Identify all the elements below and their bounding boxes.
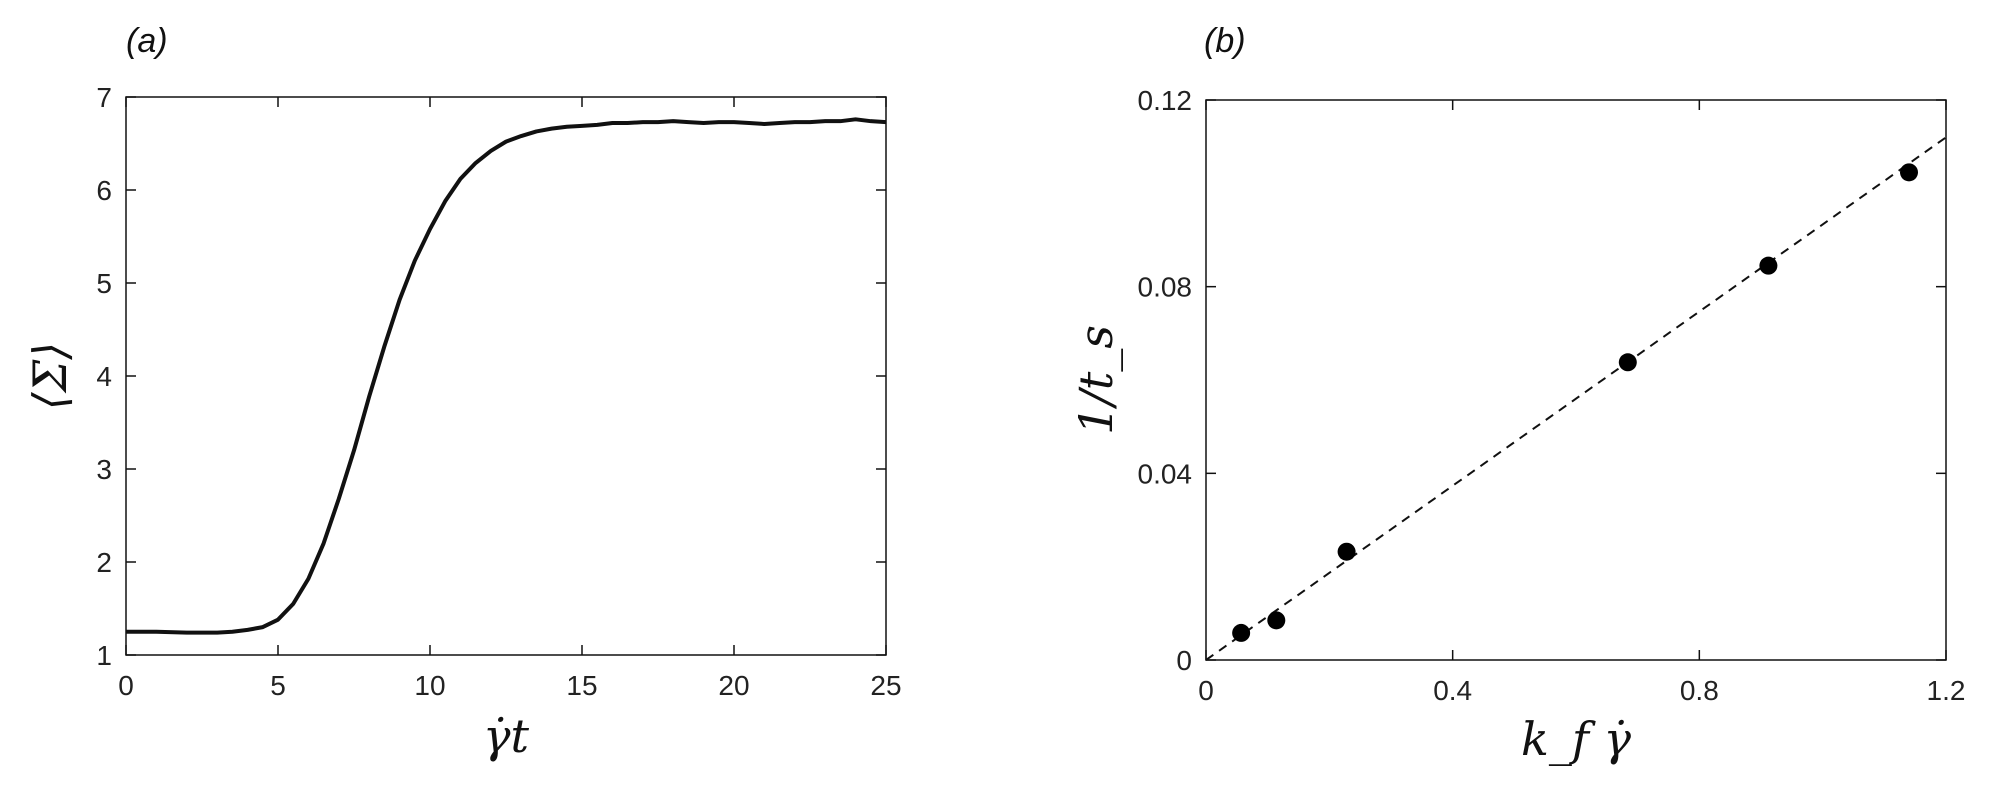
panel-b-fit-line: [1205, 136, 1947, 661]
x-tick-label: 0.8: [1680, 675, 1719, 706]
x-tick-label: 0.4: [1433, 675, 1472, 706]
data-point: [1900, 163, 1918, 182]
panel-b-ticks: [1205, 99, 1947, 661]
y-tick-label: 2: [96, 547, 112, 578]
panel-a-plot-frame: [125, 96, 887, 656]
x-tick-label: 0: [1198, 675, 1214, 706]
data-point: [1232, 623, 1251, 642]
x-tick-label: 5: [270, 670, 286, 701]
x-tick-label: 15: [566, 670, 597, 701]
panel-a-y-tick-labels: 1 2 3 4 5 6 7: [96, 82, 112, 671]
y-tick-label: 0.04: [1138, 458, 1193, 489]
data-point: [1618, 353, 1637, 372]
panel-b: (b) 0 0.4 0.8 1.2 0 0.04 0.08 0.12 k_f γ̇ 1/t_…: [1069, 22, 1965, 766]
x-tick-label: 25: [870, 670, 901, 701]
panel-b-x-axis-label: k_f γ̇: [1521, 712, 1632, 766]
panel-b-y-tick-labels: 0 0.04 0.08 0.12: [1138, 85, 1193, 676]
y-tick-label: 5: [96, 268, 112, 299]
x-tick-label: 1.2: [1927, 675, 1966, 706]
y-tick-label: 1: [96, 640, 112, 671]
y-tick-label: 0.08: [1138, 272, 1193, 303]
panel-a-ticks: [125, 96, 887, 656]
data-point: [1267, 611, 1286, 630]
panel-a: (a) 0 5 10 15 20 25 1 2 3 4 5 6 7 γ̇t ⟨Σ⟩: [23, 22, 902, 763]
x-tick-label: 0: [118, 670, 134, 701]
x-tick-label: 10: [414, 670, 445, 701]
panel-b-y-axis-label: 1/t_s: [1069, 325, 1123, 435]
x-tick-label: 20: [718, 670, 749, 701]
panel-a-x-axis-label: γ̇t: [483, 709, 529, 763]
panel-b-plot-frame: [1205, 99, 1947, 661]
panel-a-series-line: [126, 117, 887, 635]
y-tick-label: 3: [96, 454, 112, 485]
y-tick-label: 7: [96, 82, 112, 113]
panel-b-label: (b): [1204, 22, 1246, 60]
data-point: [1337, 542, 1356, 561]
data-point: [1759, 256, 1778, 275]
panel-b-data-points: [1232, 163, 1918, 642]
y-tick-label: 4: [96, 361, 112, 392]
y-tick-label: 0: [1176, 645, 1192, 676]
y-tick-label: 6: [96, 175, 112, 206]
panel-a-x-tick-labels: 0 5 10 15 20 25: [118, 670, 901, 701]
panel-b-x-tick-labels: 0 0.4 0.8 1.2: [1198, 675, 1965, 706]
panel-a-y-axis-label: ⟨Σ⟩: [23, 342, 77, 410]
y-tick-label: 0.12: [1138, 85, 1193, 116]
panel-a-label: (a): [126, 22, 168, 60]
